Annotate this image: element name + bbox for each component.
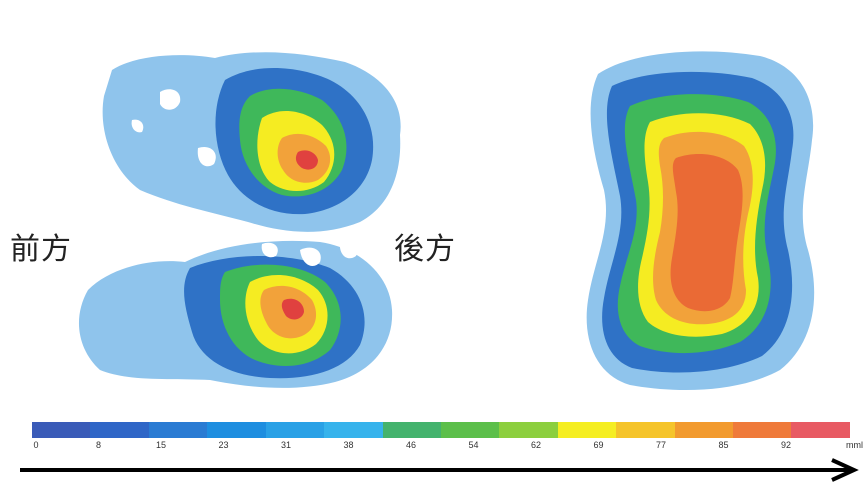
scale-segment (440, 422, 500, 438)
front-lower-zone-red (281, 298, 304, 320)
scale-tick-label: 31 (280, 440, 292, 450)
scale-segment (733, 422, 792, 438)
scale-tick-label: 85 (718, 440, 729, 450)
scale-tick-label: 15 (155, 440, 167, 450)
scale-tick-label: 46 (405, 440, 417, 450)
scale-segment (265, 422, 325, 438)
pressure-scale-ticks: 0 8 15 23 31 38 46 54 62 69 77 85 92 (32, 440, 868, 454)
scale-segment (324, 422, 383, 438)
scale-tick-label: 54 (468, 440, 479, 450)
scale-tick-label: 92 (780, 440, 792, 450)
back-zone-red-orange (670, 154, 743, 312)
scale-segment (499, 422, 558, 438)
scale-tick-label: 69 (593, 440, 604, 450)
plantar-pressure-maps (78, 51, 815, 391)
scale-segment (791, 422, 850, 438)
scale-tick-label: 0 (33, 440, 39, 450)
back-label: 後方 (394, 232, 456, 267)
back-pressure-area (586, 51, 815, 391)
scale-segment (148, 422, 208, 438)
scale-tick-label: 62 (530, 440, 542, 450)
front-upper-pressure-area (102, 52, 401, 232)
front-label: 前方 (10, 232, 72, 267)
pressure-scale-unit: mml (846, 440, 863, 450)
pressure-color-scale (32, 422, 850, 438)
direction-arrow-icon (20, 458, 859, 482)
scale-tick-label: 8 (95, 440, 102, 450)
scale-segment (674, 422, 734, 438)
scale-segment (207, 422, 266, 438)
scale-tick-label: 38 (343, 440, 354, 450)
scale-segment (616, 422, 675, 438)
scale-tick-label: 77 (655, 440, 667, 450)
scale-segment (90, 422, 149, 438)
front-upper-zone-red (295, 150, 318, 170)
scale-segment (557, 422, 617, 438)
scale-tick-label: 23 (218, 440, 229, 450)
scale-segment (32, 422, 91, 438)
front-lower-pressure-area (78, 238, 393, 388)
scale-segment (382, 422, 441, 438)
